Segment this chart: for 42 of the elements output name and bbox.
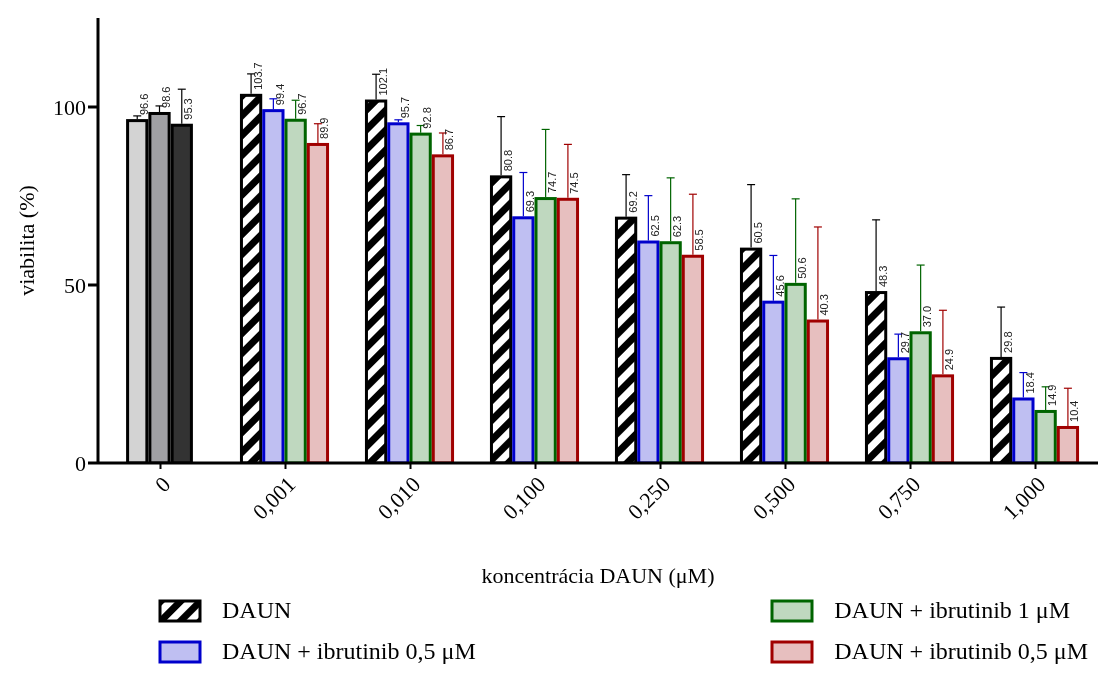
data-label: 74.7 [546, 171, 559, 194]
data-label: 86.7 [443, 128, 456, 151]
legend-label: DAUN + ibrutinib 0,5 μM [222, 638, 476, 665]
data-label: 50.6 [796, 257, 809, 279]
data-label: 69.2 [626, 191, 639, 213]
y-tick-label: 100 [53, 94, 86, 120]
data-label: 58.5 [693, 229, 706, 251]
data-label: 14.9 [1046, 384, 1059, 406]
bar [387, 122, 410, 463]
data-label: 89.9 [318, 117, 331, 139]
data-label: 10.4 [1068, 400, 1081, 422]
data-label: 45.6 [773, 275, 786, 297]
data-label: 96.7 [296, 93, 309, 115]
y-tick-label: 0 [75, 450, 86, 476]
legend-label: DAUN + ibrutinib 1 μM [834, 597, 1070, 624]
data-label: 29.7 [898, 331, 911, 354]
data-label: 95.3 [182, 98, 195, 120]
data-label: 37.0 [921, 305, 934, 328]
y-tick-label: 50 [64, 272, 86, 298]
x-tick-label: 0 [149, 471, 176, 498]
data-label: 40.3 [818, 294, 831, 316]
data-label: 95.7 [398, 96, 411, 119]
data-label: 102.1 [376, 67, 389, 96]
data-label: 18.4 [1023, 372, 1036, 394]
x-axis-title: koncentrácia DAUN (μM) [481, 563, 715, 588]
data-label: 62.3 [671, 215, 684, 238]
data-label: 103.7 [251, 62, 264, 90]
data-label: 96.6 [137, 93, 150, 116]
data-label: 98.6 [160, 86, 172, 108]
data-label: 48.3 [876, 265, 889, 288]
data-label: 24.9 [943, 348, 956, 371]
legend-label: DAUN + ibrutinib 0,5 μM [834, 638, 1088, 665]
y-axis-title: viabilita (%) [13, 185, 39, 296]
data-label: 74.5 [568, 172, 581, 194]
data-label: 99.4 [273, 83, 286, 106]
data-label: 92.8 [421, 107, 434, 129]
data-label: 62.5 [648, 215, 661, 237]
data-label: 29.8 [1001, 331, 1014, 353]
legend-label: DAUN [222, 597, 292, 624]
data-label: 60.5 [751, 222, 764, 244]
data-label: 69.3 [523, 190, 536, 213]
data-label: 80.8 [501, 149, 514, 172]
